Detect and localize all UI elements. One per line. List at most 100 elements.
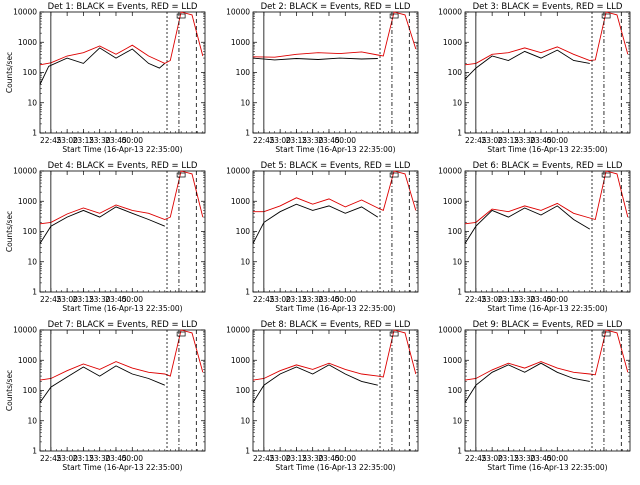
x-tick-label: 23:15: [498, 295, 520, 304]
y-tick-label: 100: [448, 227, 463, 236]
y-tick-label: 1000: [18, 38, 37, 47]
chart-panel-7: Det 7: BLACK = Events, RED = LLD 1 10 100 10…: [5, 320, 206, 472]
y-tick-label: 100: [236, 227, 251, 236]
plot-frame: [39, 11, 206, 134]
plot-frame: [39, 170, 206, 293]
x-axis-label: Start Time (16-Apr-13 22:35:00): [62, 304, 182, 313]
events-series-line: [464, 49, 590, 80]
plot-frame: [252, 11, 419, 134]
x-tick-label: 00:00: [334, 454, 356, 463]
y-tick-label: 1: [457, 447, 462, 456]
x-tick-label: 23:30: [89, 295, 111, 304]
y-tick-label: 1: [457, 288, 462, 297]
x-tick-label: 23:15: [73, 295, 95, 304]
x-tick-label: 23:00: [269, 136, 291, 145]
x-tick-label: 23:45: [530, 136, 552, 145]
x-tick-label: 22:45: [40, 454, 62, 463]
events-series-line: [39, 47, 166, 85]
x-tick-label: 23:45: [318, 295, 340, 304]
x-tick-label: 22:45: [465, 136, 487, 145]
x-tick-label: 23:15: [286, 136, 308, 145]
y-tick-label: 1: [32, 447, 37, 456]
x-tick-label: 23:45: [318, 454, 340, 463]
plot-frame: [464, 170, 631, 293]
x-tick-label: 23:45: [530, 295, 552, 304]
y-tick-label: 10000: [226, 167, 250, 176]
y-tick-label: 10: [240, 257, 250, 266]
y-tick-label: 1000: [231, 197, 250, 206]
x-tick-label: 23:30: [302, 295, 324, 304]
lld-series-line: [253, 170, 417, 213]
x-axis-label: Start Time (16-Apr-13 22:35:00): [275, 304, 395, 313]
chart-title: Det 3: BLACK = Events, RED = LLD: [473, 2, 623, 12]
x-tick-label: 00:00: [546, 454, 568, 463]
x-tick-label: 23:30: [514, 136, 536, 145]
x-tick-label: 00:00: [546, 136, 568, 145]
peak-marker: [389, 331, 399, 337]
x-tick-label: 22:45: [253, 454, 275, 463]
x-tick-label: 23:00: [481, 454, 503, 463]
chart-title: Det 5: BLACK = Events, RED = LLD: [261, 161, 411, 171]
y-axis-label: Counts/sec: [5, 211, 14, 252]
x-tick-label: 23:00: [481, 295, 503, 304]
x-axis-label: Start Time (16-Apr-13 22:35:00): [62, 463, 182, 472]
x-tick-label: 23:15: [286, 295, 308, 304]
x-tick-label: 23:30: [514, 454, 536, 463]
x-tick-label: 22:45: [465, 295, 487, 304]
chart-panel-2: Det 2: BLACK = Events, RED = LLD 1 10 100 10…: [226, 2, 419, 154]
peak-marker: [601, 13, 611, 19]
x-axis-label: Start Time (16-Apr-13 22:35:00): [487, 145, 607, 154]
x-tick-label: 23:00: [56, 295, 78, 304]
x-tick-label: 23:45: [318, 136, 340, 145]
y-tick-label: 1: [245, 129, 250, 138]
y-tick-label: 100: [236, 68, 251, 77]
plot-frame: [464, 329, 631, 452]
y-tick-label: 10: [452, 416, 462, 425]
lld-series-line: [252, 329, 417, 381]
y-tick-label: 1000: [443, 356, 462, 365]
chart-panel-5: Det 5: BLACK = Events, RED = LLD 1 10 100 10…: [226, 161, 419, 313]
events-series-line: [39, 206, 165, 244]
x-tick-label: 00:00: [546, 295, 568, 304]
x-tick-label: 23:15: [73, 136, 95, 145]
chart-panel-6: Det 6: BLACK = Events, RED = LLD 1 10 100 10…: [438, 161, 631, 313]
y-tick-label: 1000: [18, 197, 37, 206]
x-tick-label: 22:45: [40, 295, 62, 304]
events-series-line: [252, 203, 379, 244]
y-axis-label: Counts/sec: [5, 52, 14, 93]
chart-title: Det 6: BLACK = Events, RED = LLD: [473, 161, 623, 171]
x-tick-label: 00:00: [334, 136, 356, 145]
y-tick-label: 1: [32, 129, 37, 138]
plot-frame: [252, 329, 419, 452]
y-axis-label: Counts/sec: [5, 370, 14, 411]
chart-title: Det 9: BLACK = Events, RED = LLD: [473, 320, 623, 330]
peak-marker: [601, 172, 611, 178]
y-tick-label: 1000: [443, 197, 462, 206]
events-series-line: [39, 365, 165, 403]
x-axis-label: Start Time (16-Apr-13 22:35:00): [487, 463, 607, 472]
y-tick-label: 10000: [13, 8, 37, 17]
lld-series-line: [464, 329, 629, 381]
x-tick-label: 22:45: [253, 136, 275, 145]
x-tick-label: 23:30: [89, 136, 111, 145]
chart-panel-1: Det 1: BLACK = Events, RED = LLD 1 10 100 10…: [5, 2, 206, 154]
lld-series-line: [39, 329, 204, 381]
y-tick-label: 10000: [438, 167, 462, 176]
chart-title: Det 2: BLACK = Events, RED = LLD: [261, 2, 411, 12]
y-tick-label: 100: [23, 227, 38, 236]
x-axis-label: Start Time (16-Apr-13 22:35:00): [275, 463, 395, 472]
lld-series-line: [252, 11, 417, 58]
x-tick-label: 23:15: [498, 136, 520, 145]
y-tick-label: 1: [245, 447, 250, 456]
chart-title: Det 4: BLACK = Events, RED = LLD: [48, 161, 198, 171]
x-tick-label: 23:15: [286, 454, 308, 463]
y-tick-label: 1000: [443, 38, 462, 47]
y-tick-label: 10000: [438, 326, 462, 335]
x-tick-label: 23:30: [302, 454, 324, 463]
x-tick-label: 00:00: [121, 454, 143, 463]
y-tick-label: 10: [27, 257, 37, 266]
x-tick-label: 23:15: [498, 454, 520, 463]
plot-frame: [39, 329, 206, 452]
peak-marker: [389, 13, 399, 19]
